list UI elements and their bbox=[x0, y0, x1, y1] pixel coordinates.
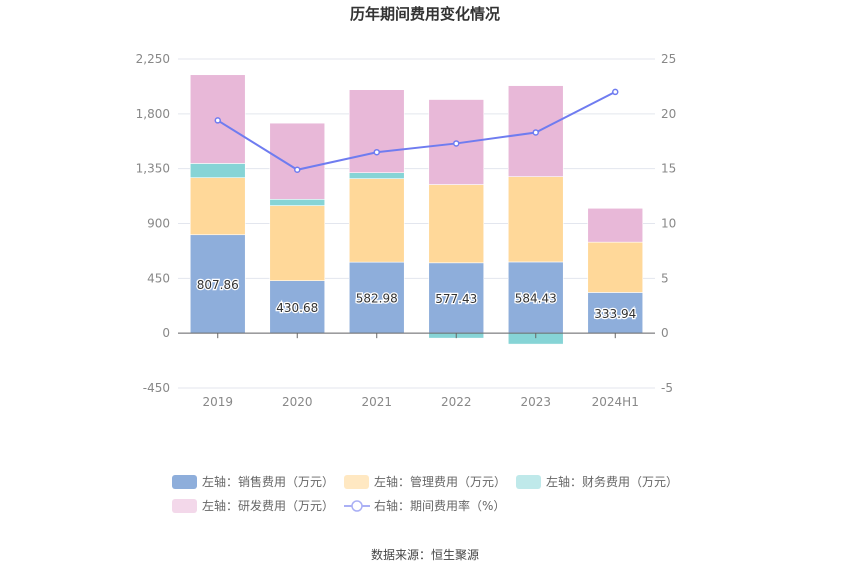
legend-item[interactable]: 左轴：管理费用（万元） bbox=[344, 474, 506, 489]
left-tick-label: -450 bbox=[143, 381, 170, 395]
legend-circle-icon bbox=[351, 500, 363, 512]
bar-segment bbox=[507, 176, 564, 263]
right-tick-label: 10 bbox=[661, 217, 676, 231]
right-tick-label: 20 bbox=[661, 107, 676, 121]
legend-swatch bbox=[172, 499, 197, 513]
bar-segment bbox=[428, 184, 485, 264]
bar-segment bbox=[587, 292, 644, 334]
x-tick-label: 2021 bbox=[361, 395, 392, 409]
left-tick-label: 900 bbox=[147, 217, 170, 231]
chart-title: 历年期间费用变化情况 bbox=[350, 5, 500, 23]
legend-label: 左轴：财务费用（万元） bbox=[546, 474, 678, 489]
legend-label: 左轴：管理费用（万元） bbox=[374, 474, 506, 489]
legend-item[interactable]: 左轴：财务费用（万元） bbox=[516, 474, 678, 489]
rate-point bbox=[612, 88, 619, 96]
legend-label: 左轴：研发费用（万元） bbox=[202, 498, 334, 513]
rate-line bbox=[217, 91, 616, 171]
left-tick-label: 1,800 bbox=[136, 107, 170, 121]
bar-segment bbox=[587, 207, 644, 243]
legend-label: 左轴：销售费用（万元） bbox=[202, 474, 334, 489]
bar-segment bbox=[428, 262, 485, 334]
legend-item[interactable]: 右轴：期间费用率（%） bbox=[344, 498, 505, 513]
source-note: 数据来源：恒生聚源 bbox=[371, 547, 479, 562]
x-tick-label: 2023 bbox=[520, 395, 551, 409]
bar-data-label: 807.86 bbox=[197, 278, 239, 292]
rate-point bbox=[294, 166, 301, 174]
left-tick-label: 1,350 bbox=[136, 162, 170, 176]
x-tick-label: 2020 bbox=[282, 395, 313, 409]
bar-segment bbox=[189, 177, 246, 236]
bar-segment bbox=[269, 205, 326, 281]
bar-segment bbox=[348, 261, 405, 334]
bar-segment bbox=[348, 89, 405, 173]
x-tick-label: 2019 bbox=[202, 395, 233, 409]
legend-swatch bbox=[172, 475, 197, 489]
left-tick-label: 450 bbox=[147, 271, 170, 285]
bar-segment bbox=[189, 163, 246, 179]
rate-point bbox=[373, 148, 380, 156]
right-tick-label: 25 bbox=[661, 52, 676, 66]
right-tick-label: 5 bbox=[661, 271, 669, 285]
legend-swatch bbox=[344, 475, 369, 489]
legend-label: 右轴：期间费用率（%） bbox=[374, 498, 505, 513]
bar-data-label: 430.68 bbox=[276, 301, 318, 315]
bar-data-label: 333.94 bbox=[594, 307, 636, 321]
bar-segment bbox=[348, 172, 405, 179]
bar-data-label: 582.98 bbox=[356, 292, 398, 306]
right-tick-label: 0 bbox=[661, 326, 669, 340]
right-tick-label: -5 bbox=[661, 381, 673, 395]
bar-data-label: 584.43 bbox=[515, 292, 557, 306]
right-tick-label: 15 bbox=[661, 162, 676, 176]
bar-segment bbox=[269, 198, 326, 206]
left-tick-label: 2,250 bbox=[136, 52, 170, 66]
legend-item[interactable]: 左轴：研发费用（万元） bbox=[172, 498, 334, 513]
bar-segment bbox=[348, 178, 405, 263]
rate-point bbox=[532, 129, 539, 136]
legend-swatch bbox=[516, 475, 541, 489]
bar-segment bbox=[587, 241, 644, 293]
bar-segment bbox=[269, 280, 326, 334]
left-tick-label: 0 bbox=[162, 326, 170, 340]
bar-segment bbox=[269, 122, 326, 200]
x-tick-label: 2024H1 bbox=[592, 395, 639, 409]
bar-data-label: 577.43 bbox=[435, 292, 477, 306]
x-tick-label: 2022 bbox=[441, 395, 472, 409]
rate-point bbox=[214, 117, 221, 124]
legend-item[interactable]: 左轴：销售费用（万元） bbox=[172, 474, 334, 489]
rate-point bbox=[453, 140, 460, 147]
